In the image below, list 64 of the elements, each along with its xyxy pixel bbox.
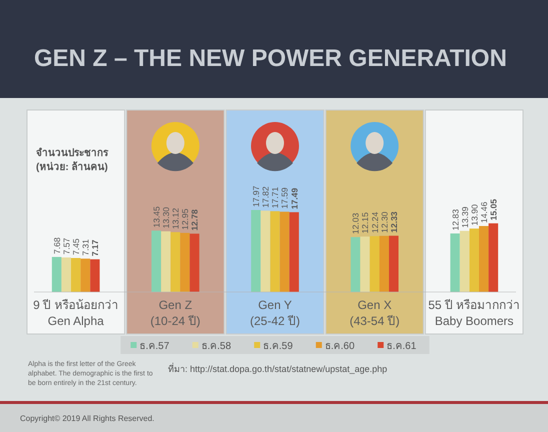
x-tick-label: 55 ปี หรือมากกว่า Baby Boomers [428, 298, 520, 328]
data-label: 12.30 [379, 211, 390, 233]
bar [379, 236, 389, 292]
data-label: 15.05 [488, 198, 499, 220]
bar [478, 226, 489, 292]
data-label: 13.30 [161, 206, 172, 228]
data-label: 7.45 [71, 238, 81, 256]
data-label: 7.68 [52, 237, 62, 254]
data-label: 12.78 [190, 209, 200, 231]
bar [289, 212, 299, 292]
bar [151, 230, 162, 292]
bar [90, 259, 100, 292]
bar [52, 256, 62, 292]
x-tick-label: Gen Z (10-24 ปี) [150, 298, 200, 328]
bar [350, 237, 360, 292]
data-label: 12.33 [388, 211, 399, 233]
bar [61, 257, 72, 292]
bar [80, 258, 90, 292]
bar [280, 212, 290, 292]
bar [170, 232, 180, 292]
data-label: 12.83 [450, 208, 460, 230]
bar [270, 211, 280, 292]
text: Copyright© 2019 All Rights Reserved. [20, 414, 154, 423]
data-label: 7.57 [61, 238, 72, 254]
x-tick-label: 9 ปี หรือน้อยกว่า Gen Alpha [33, 298, 118, 328]
data-label: 12.15 [360, 212, 370, 234]
data-label: 13.90 [469, 204, 480, 226]
x-tick-label: Gen Y (25-42 ปี) [250, 298, 300, 328]
data-label: 17.59 [280, 187, 290, 209]
data-label: 13.39 [460, 206, 470, 228]
bar [180, 232, 190, 292]
data-label: 13.12 [170, 208, 181, 230]
legend-label: ธ.ค.61 [386, 341, 417, 352]
x-tick-label: Gen X (43-54 ปี) [350, 298, 400, 328]
bar [190, 234, 200, 292]
legend-label: ธ.ค.59 [263, 341, 294, 352]
legend-label: ธ.ค.58 [201, 341, 232, 352]
bar [370, 236, 380, 292]
data-label: 7.17 [90, 239, 100, 256]
data-label: 12.24 [370, 212, 380, 234]
data-label: 17.97 [251, 185, 262, 207]
data-label: 13.45 [151, 206, 162, 228]
data-label: 14.46 [478, 201, 489, 224]
legend-label: ธ.ค.57 [140, 341, 170, 352]
chart-title: GEN Z – THE NEW POWER GENERATION [34, 45, 507, 72]
bar [161, 231, 171, 292]
bar [450, 233, 460, 292]
legend-label: ธ.ค.60 [324, 341, 355, 352]
data-label: 17.82 [260, 186, 271, 208]
text: ที่มา: http://stat.dopa.go.th/stat/statnew/upstat_age.php [168, 362, 388, 374]
y-axis-title: จำนวนประชากร (หน่วย: ล้านคน) [36, 147, 109, 173]
bar [469, 228, 479, 292]
bar [71, 258, 81, 292]
bar [460, 230, 470, 292]
data-label: 12.95 [180, 208, 190, 230]
bar [260, 210, 270, 292]
data-label: 12.03 [350, 212, 361, 234]
data-label: 17.71 [270, 186, 280, 208]
bar [488, 223, 498, 292]
bar [251, 210, 261, 292]
data-label: 17.49 [289, 188, 300, 210]
bar [360, 236, 370, 292]
data-label: 7.31 [80, 238, 91, 256]
bar [388, 236, 399, 292]
